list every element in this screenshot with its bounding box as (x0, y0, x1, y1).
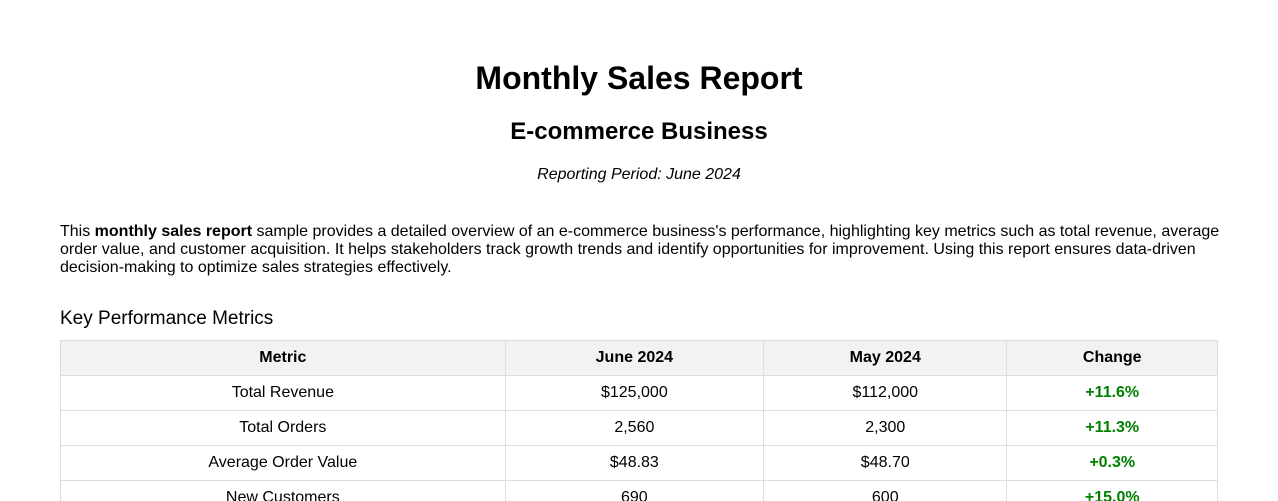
change-cell: +11.6% (1006, 375, 1218, 411)
intro-bold-phrase: monthly sales report (94, 223, 253, 240)
kpi-section-heading: Key Performance Metrics (60, 308, 274, 329)
table-row: Average Order Value $48.83 $48.70 +0.3% (60, 445, 1218, 481)
column-header-change: Change (1006, 340, 1218, 376)
metric-cell: Average Order Value (60, 445, 506, 481)
june-value-cell: 690 (504, 480, 765, 501)
column-header-may: May 2024 (763, 340, 1008, 376)
intro-paragraph: This monthly sales report sample provide… (60, 223, 1220, 277)
may-value-cell: 2,300 (763, 410, 1008, 446)
change-cell: +11.3% (1006, 410, 1218, 446)
kpi-table-header-row: Metric June 2024 May 2024 Change (60, 340, 1218, 376)
june-value-cell: $48.83 (504, 445, 765, 481)
column-header-metric: Metric (60, 340, 506, 376)
kpi-table: Metric June 2024 May 2024 Change Total R… (60, 340, 1218, 501)
table-row: New Customers 690 600 +15.0% (60, 480, 1218, 501)
change-cell: +15.0% (1006, 480, 1218, 501)
change-cell: +0.3% (1006, 445, 1218, 481)
table-row: Total Orders 2,560 2,300 +11.3% (60, 410, 1218, 446)
may-value-cell: $112,000 (763, 375, 1008, 411)
metric-cell: Total Revenue (60, 375, 506, 411)
june-value-cell: 2,560 (504, 410, 765, 446)
column-header-june: June 2024 (504, 340, 765, 376)
intro-prefix: This (60, 223, 95, 240)
report-title: Monthly Sales Report (475, 60, 803, 96)
june-value-cell: $125,000 (504, 375, 765, 411)
reporting-period: Reporting Period: June 2024 (537, 166, 741, 183)
report-subtitle: E-commerce Business (510, 118, 768, 145)
metric-cell: Total Orders (60, 410, 506, 446)
may-value-cell: $48.70 (763, 445, 1008, 481)
intro-suffix: sample provides a detailed overview of a… (60, 223, 1220, 276)
may-value-cell: 600 (763, 480, 1008, 501)
metric-cell: New Customers (60, 480, 506, 501)
table-row: Total Revenue $125,000 $112,000 +11.6% (60, 375, 1218, 411)
